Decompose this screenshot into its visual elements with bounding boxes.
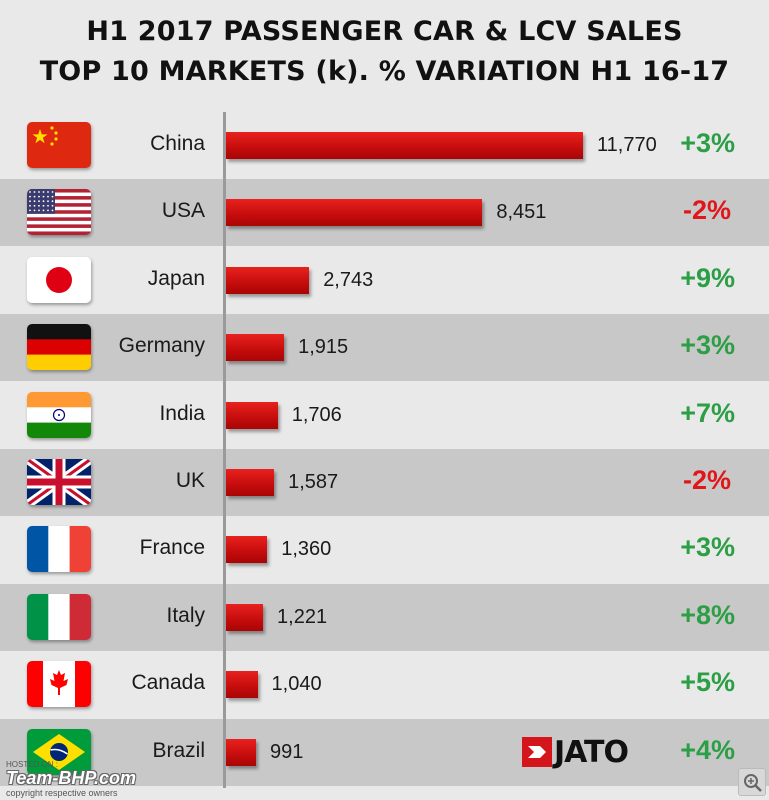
category-label: Canada xyxy=(131,671,205,695)
china-flag-icon xyxy=(27,122,91,168)
variation-label: +3% xyxy=(680,330,735,361)
chart-row: India 1,706 +7% xyxy=(0,382,769,449)
category-label: India xyxy=(159,401,205,425)
variation-label: +3% xyxy=(680,532,735,563)
jato-logo: JATO xyxy=(522,734,629,770)
value-label: 991 xyxy=(270,740,304,763)
value-label: 8,451 xyxy=(496,201,547,224)
variation-label: +3% xyxy=(680,128,735,158)
variation-label: +9% xyxy=(680,262,735,293)
chart-row: Germany 1,915 +3% xyxy=(0,314,769,382)
bar-france xyxy=(226,536,268,564)
value-label: 11,770 xyxy=(597,134,657,156)
bar-italy xyxy=(226,603,264,631)
germany-flag-icon xyxy=(27,324,91,371)
uk-flag-icon xyxy=(27,459,91,505)
category-label: Germany xyxy=(118,334,205,358)
bar-canada xyxy=(226,671,258,699)
category-label: Brazil xyxy=(152,738,205,762)
chart-title-line1: H1 2017 PASSENGER CAR & LCV SALES xyxy=(86,16,683,47)
chart-row: Italy 1,221 +8% xyxy=(0,583,769,651)
france-flag-icon xyxy=(27,526,91,573)
bar-usa xyxy=(226,199,483,227)
watermark-hosted-label: HOSTED ON : xyxy=(6,760,59,769)
chart-row: USA 8,451 -2% xyxy=(0,179,769,247)
category-label: Japan xyxy=(147,266,205,290)
value-label: 1,221 xyxy=(277,605,328,628)
value-label: 2,743 xyxy=(323,268,374,291)
category-label: Italy xyxy=(166,603,205,627)
variation-label: +7% xyxy=(680,397,735,428)
bar-germany xyxy=(226,334,285,362)
value-label: 1,040 xyxy=(271,673,322,696)
bar-uk xyxy=(226,469,275,496)
chart-row: Canada 1,040 +5% xyxy=(0,651,769,718)
italy-flag-icon xyxy=(27,593,91,640)
chart-row: France 1,360 +3% xyxy=(0,516,769,583)
value-label: 1,706 xyxy=(291,403,342,426)
value-label: 1,587 xyxy=(288,471,339,493)
variation-label: +5% xyxy=(680,667,735,698)
chart-row: Brazil 991 +4% xyxy=(0,718,769,786)
bar-china xyxy=(226,132,583,159)
zoom-icon[interactable] xyxy=(738,768,766,796)
watermark-brand: Team-BHP.com xyxy=(6,768,137,788)
japan-flag-icon xyxy=(27,256,91,303)
variation-label: -2% xyxy=(682,465,731,495)
bar-india xyxy=(226,401,278,429)
chart-row: UK 1,587 -2% xyxy=(0,449,769,516)
usa-flag-icon xyxy=(27,189,91,236)
value-label: 1,915 xyxy=(298,336,349,359)
team-bhp-watermark: HOSTED ON : Team-BHP.com copyright respe… xyxy=(4,760,204,798)
chart-row: China 11,770 +3% xyxy=(0,112,769,179)
bar-brazil xyxy=(226,738,257,766)
jato-logo-icon xyxy=(522,737,552,767)
variation-label: +4% xyxy=(680,734,735,765)
bar-japan xyxy=(226,266,310,294)
chart-title-line2: TOP 10 MARKETS (k). % VARIATION H1 16-17 xyxy=(39,56,730,87)
chart-row: Japan 2,743 +9% xyxy=(0,247,769,314)
brazil-flag-icon xyxy=(27,728,91,775)
india-flag-icon xyxy=(27,391,91,438)
jato-logo-text: JATO xyxy=(554,734,629,770)
chart-axis-line xyxy=(223,112,226,788)
category-label: France xyxy=(139,536,205,560)
category-label: UK xyxy=(175,469,205,492)
category-label: USA xyxy=(161,199,205,223)
watermark-copyright: copyright respective owners xyxy=(6,788,118,798)
value-label: 1,360 xyxy=(281,538,332,561)
variation-label: +8% xyxy=(680,599,735,630)
canada-flag-icon xyxy=(27,661,91,708)
variation-label: -2% xyxy=(682,195,731,226)
category-label: China xyxy=(150,132,205,155)
